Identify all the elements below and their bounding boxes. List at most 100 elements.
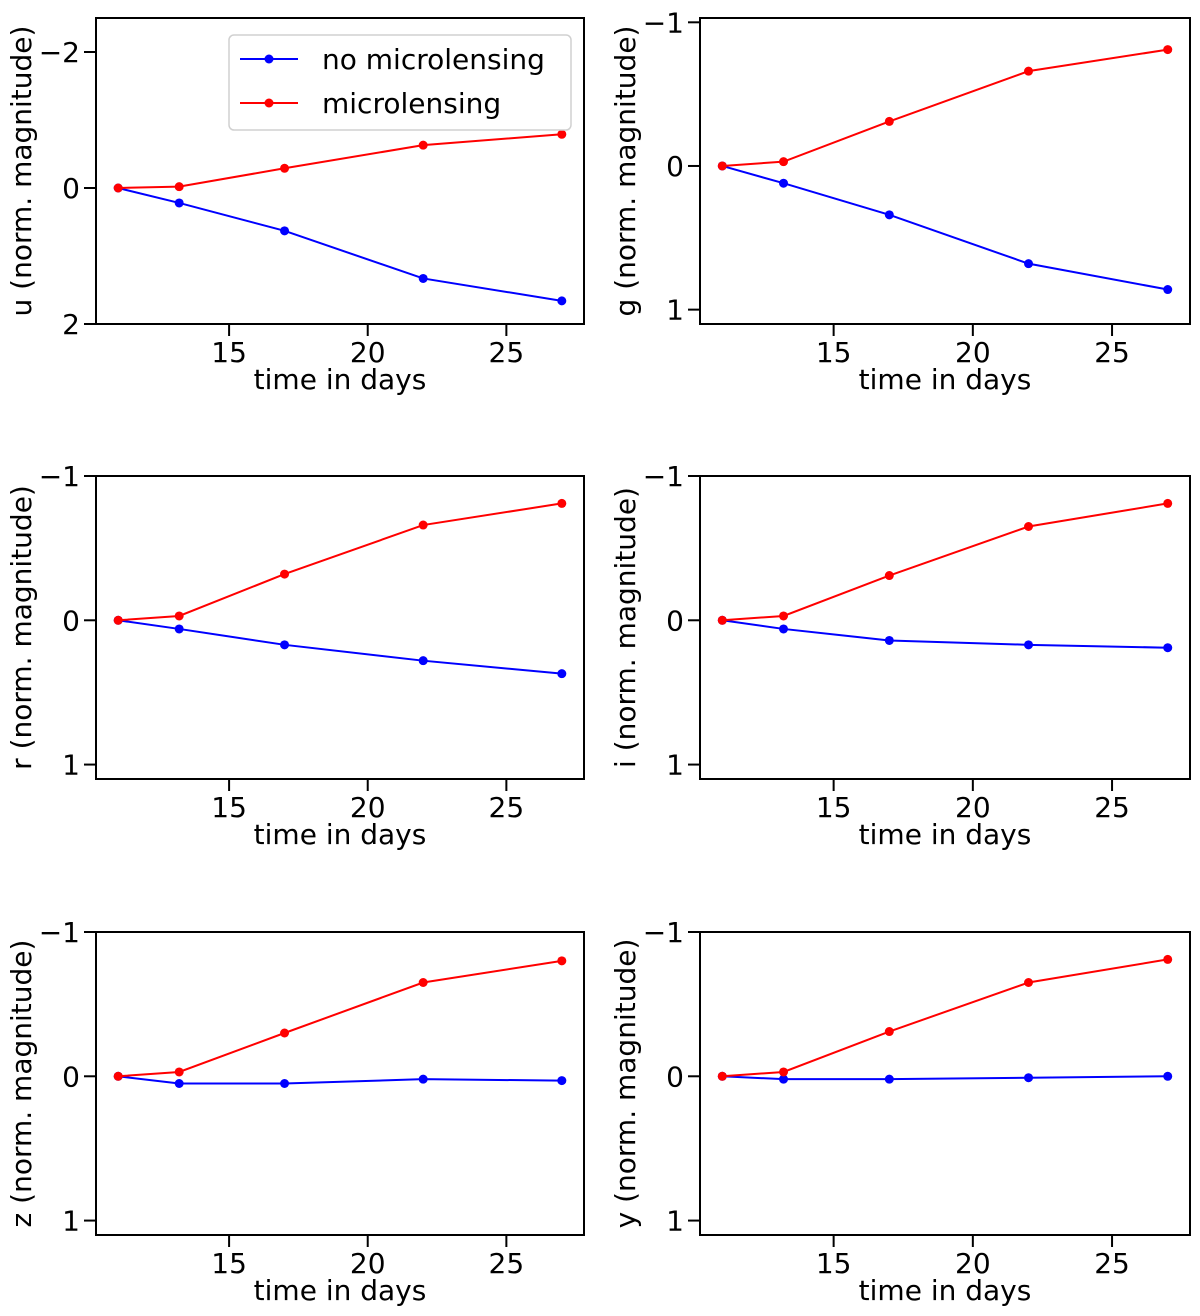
x-axis-label-i: time in days xyxy=(859,818,1032,851)
series-line-microlensing-r xyxy=(118,502,562,622)
axes-frame-z xyxy=(95,931,585,1236)
series-line-microlensing-z xyxy=(118,959,562,1078)
data-point-microlensing-y xyxy=(779,1067,789,1077)
y-tick-label-i: 1 xyxy=(666,749,684,782)
y-tick-label-u: 2 xyxy=(62,308,80,341)
data-point-no-microlensing-r xyxy=(557,669,567,679)
legend-label-1: microlensing xyxy=(322,87,501,120)
x-axis-label-u: time in days xyxy=(254,363,427,396)
x-tick-label-g: 15 xyxy=(816,336,852,369)
data-point-no-microlensing-g xyxy=(1163,285,1173,295)
x-tick-label-y: 25 xyxy=(1094,1247,1130,1280)
panel-y: 15 20 25 −1 0 1 time in days y (norm. magnitude… xyxy=(609,916,1191,1307)
x-tick-label-u: 15 xyxy=(211,336,247,369)
series-line-microlensing-u xyxy=(118,133,562,189)
axes-frame-g xyxy=(699,17,1191,325)
x-tick-label-g: 25 xyxy=(1094,336,1130,369)
y-tick-label-r: −1 xyxy=(39,460,80,493)
y-axis-label-z: z (norm. magnitude) xyxy=(5,940,38,1228)
panel-z: 15 20 25 −1 0 1 time in days z (norm. magnitude… xyxy=(5,916,585,1307)
y-axis-label-g: g (norm. magnitude) xyxy=(609,26,642,317)
series-line-microlensing-g xyxy=(722,48,1168,167)
y-tick-label-z: −1 xyxy=(39,916,80,949)
data-point-microlensing-u xyxy=(418,140,428,150)
x-tick-label-z: 15 xyxy=(211,1247,247,1280)
series-line-no-microlensing-r xyxy=(118,619,562,675)
data-point-microlensing-u xyxy=(557,129,567,139)
data-point-no-microlensing-u xyxy=(280,226,290,236)
data-point-no-microlensing-z xyxy=(280,1079,290,1088)
legend-box xyxy=(228,34,572,131)
data-point-microlensing-i xyxy=(884,571,894,581)
data-point-microlensing-y xyxy=(1024,978,1034,987)
y-tick-label-y: 1 xyxy=(666,1205,684,1238)
data-point-no-microlensing-r xyxy=(418,656,428,666)
data-point-microlensing-g xyxy=(717,161,727,171)
data-point-microlensing-r xyxy=(113,615,123,625)
y-tick-label-z: 0 xyxy=(62,1060,80,1093)
series-line-no-microlensing-z xyxy=(118,1075,562,1085)
data-point-microlensing-y xyxy=(1163,954,1173,964)
legend-marker-1 xyxy=(264,98,274,108)
data-point-no-microlensing-g xyxy=(884,210,894,220)
data-point-no-microlensing-i xyxy=(884,635,894,645)
y-tick-label-i: −1 xyxy=(643,460,684,493)
x-tick-label-z: 20 xyxy=(350,1247,386,1280)
data-point-no-microlensing-r xyxy=(280,640,290,650)
data-point-microlensing-g xyxy=(884,116,894,126)
x-tick-label-y: 20 xyxy=(955,1247,991,1280)
data-point-microlensing-u xyxy=(174,182,184,192)
series-line-no-microlensing-u xyxy=(117,187,562,302)
data-point-microlensing-g xyxy=(1024,66,1034,76)
panel-r: 15 20 25 −1 0 1 time in days r (norm. magnitude… xyxy=(5,460,585,851)
y-tick-label-u: −2 xyxy=(39,36,80,69)
series-line-microlensing-i xyxy=(722,502,1168,622)
x-tick-label-g: 20 xyxy=(955,336,991,369)
data-point-no-microlensing-i xyxy=(779,624,789,634)
data-point-no-microlensing-u xyxy=(174,198,184,208)
x-tick-label-i: 20 xyxy=(955,791,991,824)
x-tick-label-i: 25 xyxy=(1094,791,1130,824)
data-point-microlensing-i xyxy=(1163,498,1173,508)
x-tick-label-r: 20 xyxy=(350,791,386,824)
y-tick-label-i: 0 xyxy=(666,604,684,637)
x-tick-label-z: 25 xyxy=(489,1247,525,1280)
legend-marker-0 xyxy=(264,54,274,64)
y-axis-label-u: u (norm. magnitude) xyxy=(5,26,38,317)
data-point-microlensing-r xyxy=(280,569,290,579)
data-point-no-microlensing-i xyxy=(1024,640,1034,650)
series-line-no-microlensing-i xyxy=(722,619,1168,649)
data-point-no-microlensing-i xyxy=(1163,643,1173,653)
y-tick-label-z: 1 xyxy=(62,1205,80,1238)
data-point-microlensing-z xyxy=(113,1071,123,1081)
y-tick-label-r: 0 xyxy=(62,604,80,637)
panel-g: 15 20 25 −1 0 1 time in days g (norm. magnitude… xyxy=(609,6,1191,396)
x-tick-label-u: 25 xyxy=(489,336,525,369)
x-tick-label-i: 15 xyxy=(816,791,852,824)
y-axis-label-i: i (norm. magnitude) xyxy=(609,487,642,768)
data-point-microlensing-z xyxy=(174,1067,184,1077)
data-point-no-microlensing-z xyxy=(174,1079,184,1088)
y-tick-label-y: 0 xyxy=(666,1060,684,1093)
data-point-microlensing-i xyxy=(1024,522,1034,531)
data-point-microlensing-u xyxy=(280,163,290,173)
data-point-microlensing-r xyxy=(557,498,567,508)
legend-label-0: no microlensing xyxy=(322,43,545,76)
x-tick-label-y: 15 xyxy=(816,1247,852,1280)
y-tick-label-g: 0 xyxy=(666,150,684,183)
x-axis-label-r: time in days xyxy=(254,818,427,851)
y-axis-label-r: r (norm. magnitude) xyxy=(5,485,38,770)
data-point-no-microlensing-y xyxy=(779,1074,789,1084)
data-point-no-microlensing-z xyxy=(418,1074,428,1084)
x-axis-label-z: time in days xyxy=(254,1274,427,1307)
x-tick-label-r: 15 xyxy=(211,791,247,824)
data-point-no-microlensing-y xyxy=(1024,1073,1034,1083)
series-line-no-microlensing-y xyxy=(722,1075,1168,1081)
axes-frame-y xyxy=(699,931,1191,1236)
data-point-no-microlensing-y xyxy=(1163,1071,1173,1081)
data-point-microlensing-g xyxy=(779,157,789,167)
data-point-no-microlensing-g xyxy=(779,178,789,188)
x-tick-label-r: 25 xyxy=(489,791,525,824)
data-point-microlensing-r xyxy=(174,611,184,621)
